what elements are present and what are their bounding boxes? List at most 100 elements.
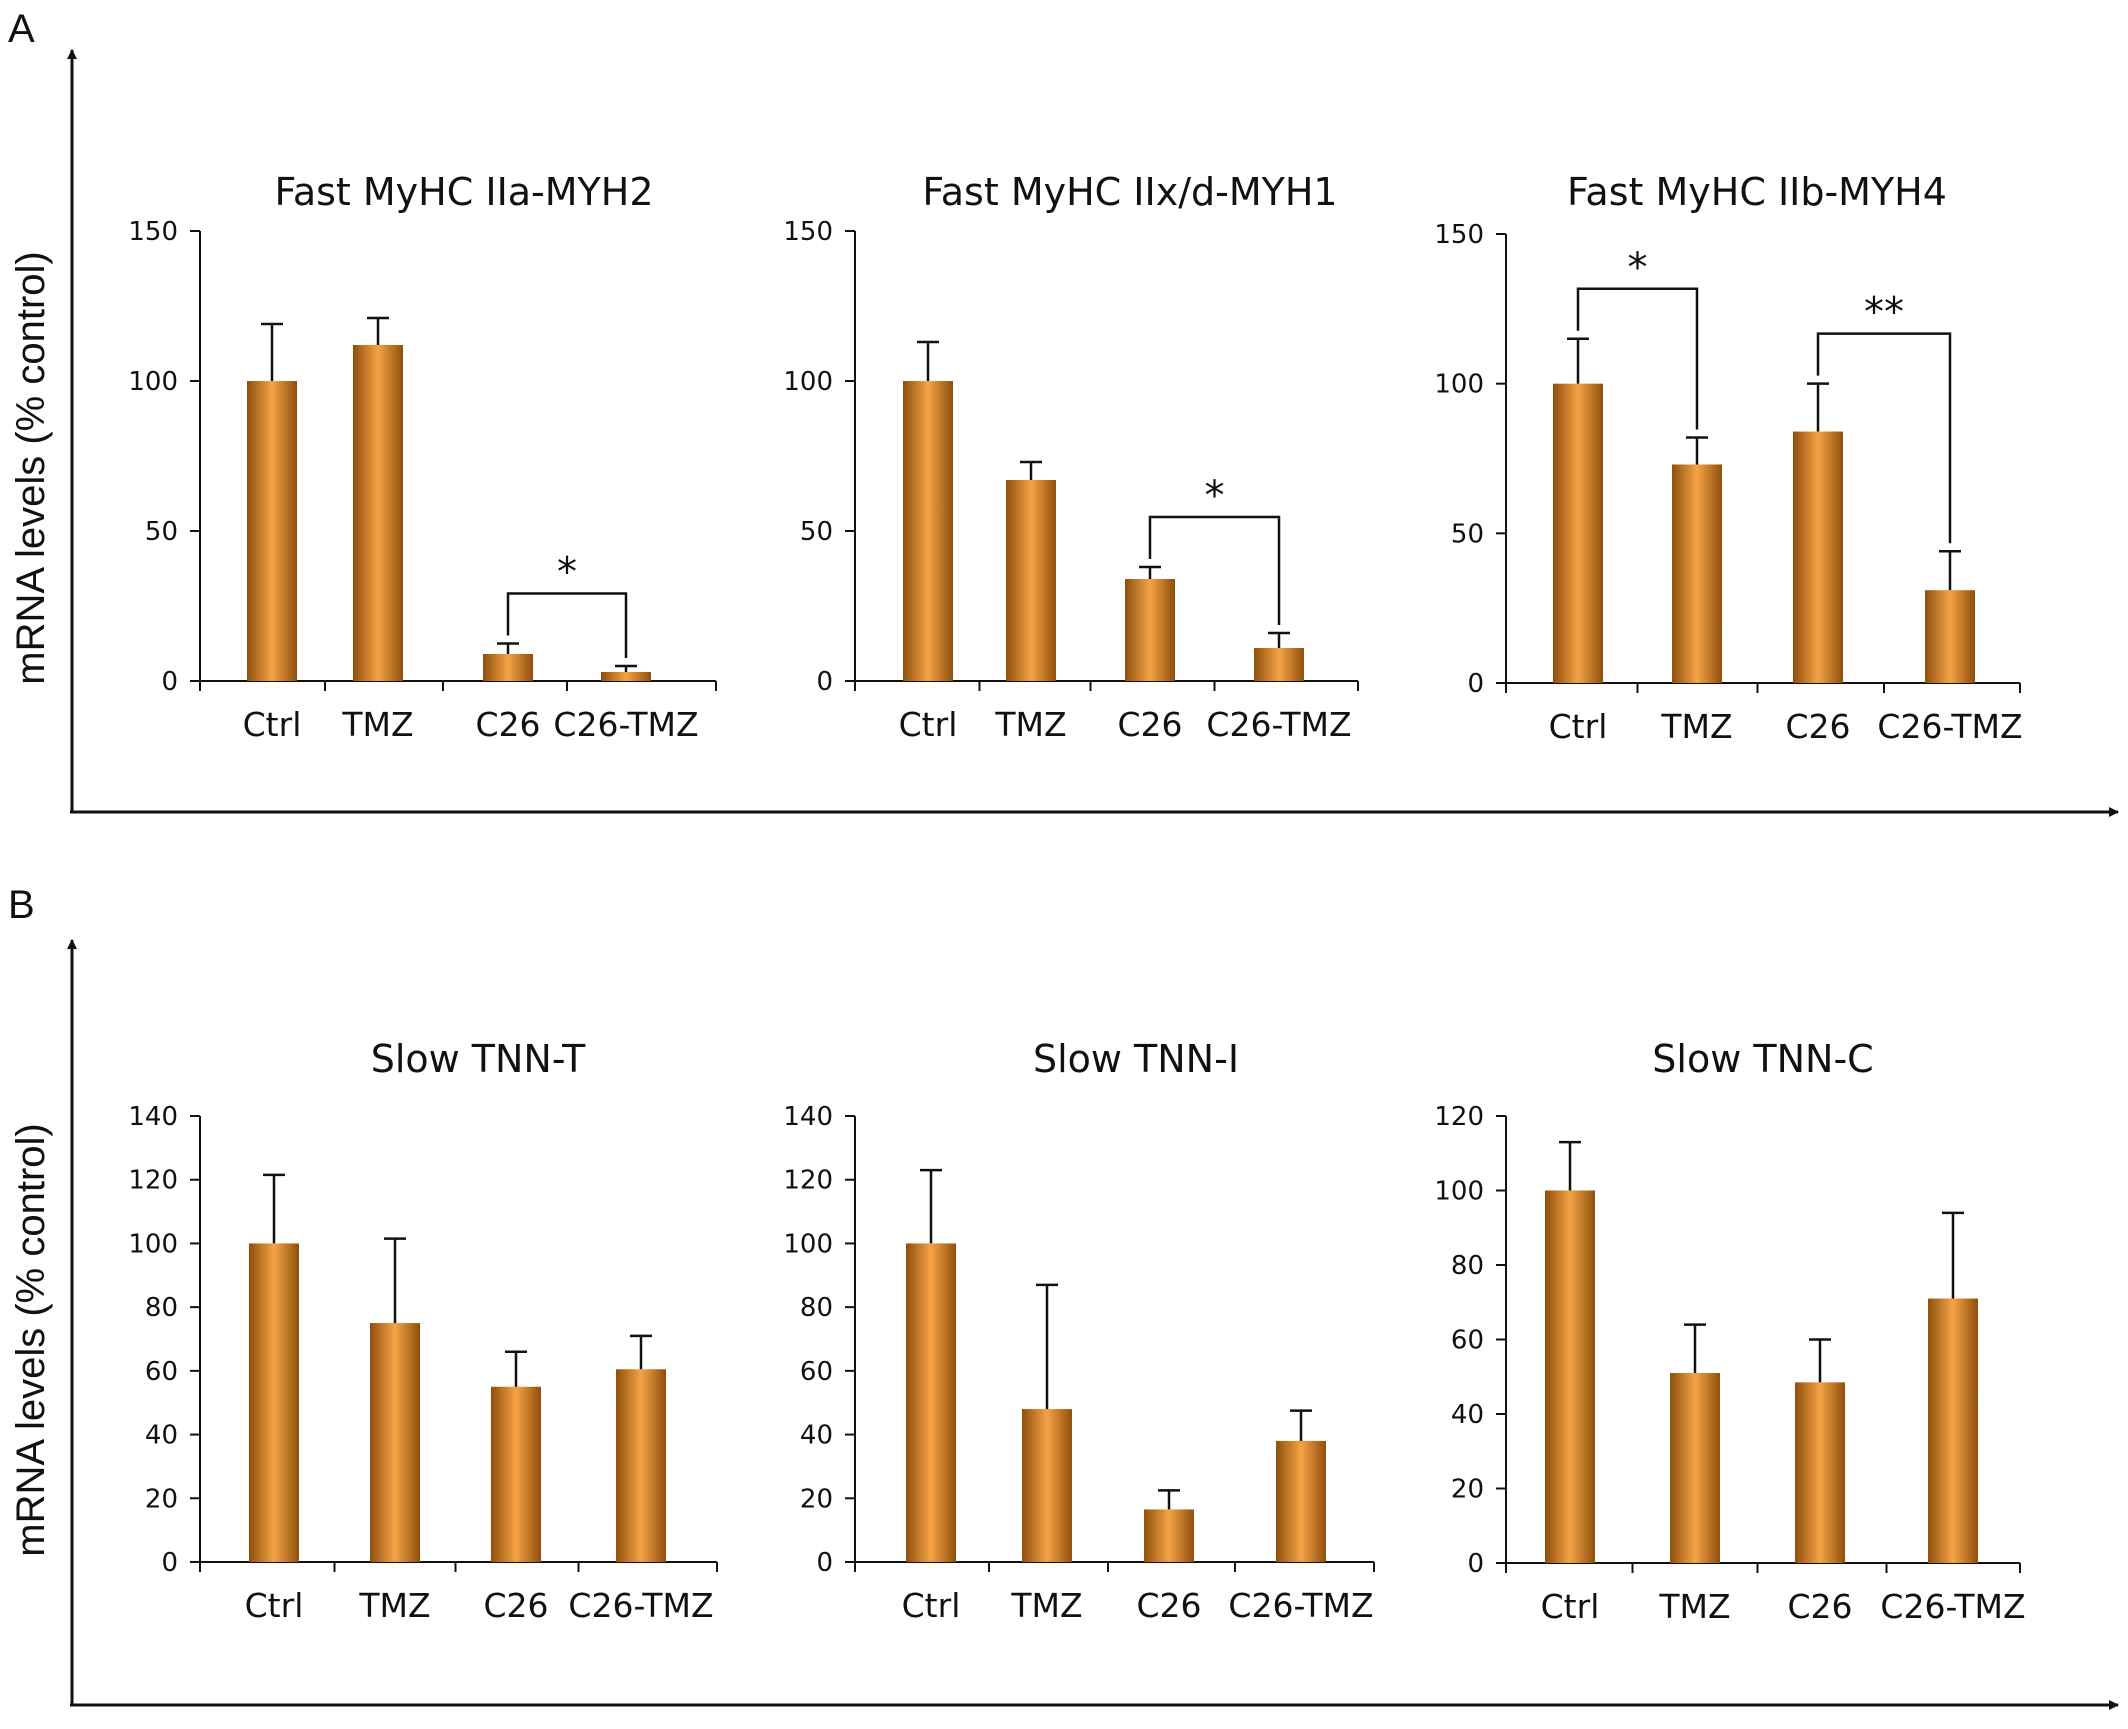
category-label: C26 [1117, 705, 1182, 744]
y-tick-label: 20 [800, 1484, 833, 1514]
category-label: TMZ [1658, 1587, 1730, 1626]
bar-c26 [1793, 431, 1843, 683]
category-label: TMZ [1660, 707, 1732, 746]
significance-label: * [1628, 245, 1648, 291]
y-tick-label: 140 [783, 1102, 833, 1132]
y-tick-label: 150 [783, 217, 833, 247]
y-tick-label: 50 [145, 517, 178, 547]
bar-ctrl [1553, 383, 1603, 683]
category-label: TMZ [341, 705, 413, 744]
chart-1: Fast MyHC IIa-MYH2 0 50 100 150 Ctrl TMZ C26 C26… [128, 170, 717, 744]
y-tick-label: 120 [1434, 1102, 1484, 1132]
category-label: C26 [1136, 1586, 1201, 1625]
category-label: C26 [475, 705, 540, 744]
y-tick-label: 150 [128, 217, 178, 247]
y-tick-label: 100 [783, 367, 833, 397]
bar-ctrl [1545, 1190, 1595, 1563]
y-tick-label: 20 [1451, 1475, 1484, 1505]
y-tick-label: 0 [161, 667, 178, 697]
category-label: C26-TMZ [1877, 707, 2022, 746]
y-tick-label: 40 [145, 1421, 178, 1451]
y-tick-label: 120 [783, 1166, 833, 1196]
y-tick-label: 100 [783, 1229, 833, 1259]
panel-letter-a: A [8, 7, 35, 51]
category-label: C26 [1785, 707, 1850, 746]
panel-a-y-label: mRNA levels (% control) [9, 251, 53, 684]
chart-title: Fast MyHC IIx/d-MYH1 [922, 170, 1337, 214]
bar-c26 [491, 1386, 541, 1562]
category-label: TMZ [1010, 1586, 1082, 1625]
y-tick-label: 60 [145, 1357, 178, 1387]
bar-c26-tmz [601, 672, 651, 681]
y-tick-label: 120 [128, 1166, 178, 1196]
category-label: C26 [1787, 1587, 1852, 1626]
bar-ctrl [903, 381, 953, 681]
bar-ctrl [906, 1243, 956, 1562]
y-tick-label: 0 [1467, 669, 1484, 699]
bar-c26-tmz [1925, 590, 1975, 683]
y-tick-label: 40 [1451, 1400, 1484, 1430]
bar-ctrl [249, 1243, 299, 1562]
chart-title: Slow TNN-I [1033, 1037, 1239, 1081]
y-tick-label: 0 [161, 1548, 178, 1578]
chart-2: Fast MyHC IIx/d-MYH1 0 50 100 150 Ctrl TMZ C26 C… [783, 170, 1359, 744]
bar-c26 [1125, 579, 1175, 681]
chart-title: Slow TNN-T [371, 1037, 586, 1081]
y-tick-label: 50 [1451, 519, 1484, 549]
bar-c26 [1795, 1382, 1845, 1563]
category-label: Ctrl [1541, 1587, 1600, 1626]
chart-5: Slow TNN-I 0 20 40 60 80 100 120 140 Ctrl TMZ C26 C2… [783, 1037, 1375, 1625]
y-tick-label: 140 [128, 1102, 178, 1132]
y-tick-label: 80 [145, 1293, 178, 1323]
bar-tmz [370, 1323, 420, 1562]
category-label: C26-TMZ [1880, 1587, 2025, 1626]
bar-c26 [1144, 1509, 1194, 1562]
category-label: Ctrl [1549, 707, 1608, 746]
chart-title: Slow TNN-C [1652, 1037, 1873, 1081]
chart-title: Fast MyHC IIa-MYH2 [274, 170, 653, 214]
bar-tmz [1672, 464, 1722, 683]
category-label: C26-TMZ [1206, 705, 1351, 744]
y-tick-label: 60 [1451, 1326, 1484, 1356]
chart-6: Slow TNN-C 0 20 40 60 80 100 120 Ctrl TMZ C26 C26-T… [1434, 1037, 2025, 1626]
y-tick-label: 150 [1434, 220, 1484, 250]
bar-tmz [1022, 1409, 1072, 1562]
category-label: Ctrl [245, 1586, 304, 1625]
category-label: Ctrl [902, 1586, 961, 1625]
category-label: C26-TMZ [568, 1586, 713, 1625]
bar-c26-tmz [1254, 648, 1304, 681]
bar-c26-tmz [616, 1369, 666, 1562]
chart-title: Fast MyHC IIb-MYH4 [1567, 170, 1947, 214]
y-tick-label: 0 [1467, 1549, 1484, 1579]
y-tick-label: 60 [800, 1357, 833, 1387]
bar-tmz [353, 345, 403, 681]
bar-tmz [1670, 1373, 1720, 1563]
y-tick-label: 40 [800, 1421, 833, 1451]
bar-c26-tmz [1276, 1440, 1326, 1562]
y-tick-label: 80 [800, 1293, 833, 1323]
significance-bracket [506, 592, 628, 658]
y-tick-label: 0 [816, 667, 833, 697]
bar-c26 [483, 654, 533, 681]
y-tick-label: 20 [145, 1484, 178, 1514]
category-label: C26-TMZ [1228, 1586, 1373, 1625]
y-tick-label: 100 [128, 1229, 178, 1259]
significance-bracket [1148, 515, 1281, 625]
y-tick-label: 80 [1451, 1251, 1484, 1281]
category-label: C26 [483, 1586, 548, 1625]
category-label: Ctrl [899, 705, 958, 744]
category-label: Ctrl [243, 705, 302, 744]
panel-letter-b: B [8, 883, 35, 927]
significance-label: * [557, 550, 577, 596]
bar-ctrl [247, 381, 297, 681]
y-tick-label: 100 [1434, 370, 1484, 400]
panel-b-y-label: mRNA levels (% control) [9, 1123, 53, 1556]
chart-3: Fast MyHC IIb-MYH4 0 50 100 150 Ctrl TMZ C26 C26… [1434, 170, 2022, 746]
category-label: TMZ [994, 705, 1066, 744]
significance-bracket [1816, 332, 1952, 544]
charts-layer: Fast MyHC IIa-MYH2 0 50 100 150 Ctrl TMZ C26 C26… [128, 170, 2025, 1626]
significance-label: * [1205, 473, 1225, 519]
category-label: C26-TMZ [553, 705, 698, 744]
bar-c26-tmz [1928, 1298, 1978, 1563]
category-label: TMZ [358, 1586, 430, 1625]
